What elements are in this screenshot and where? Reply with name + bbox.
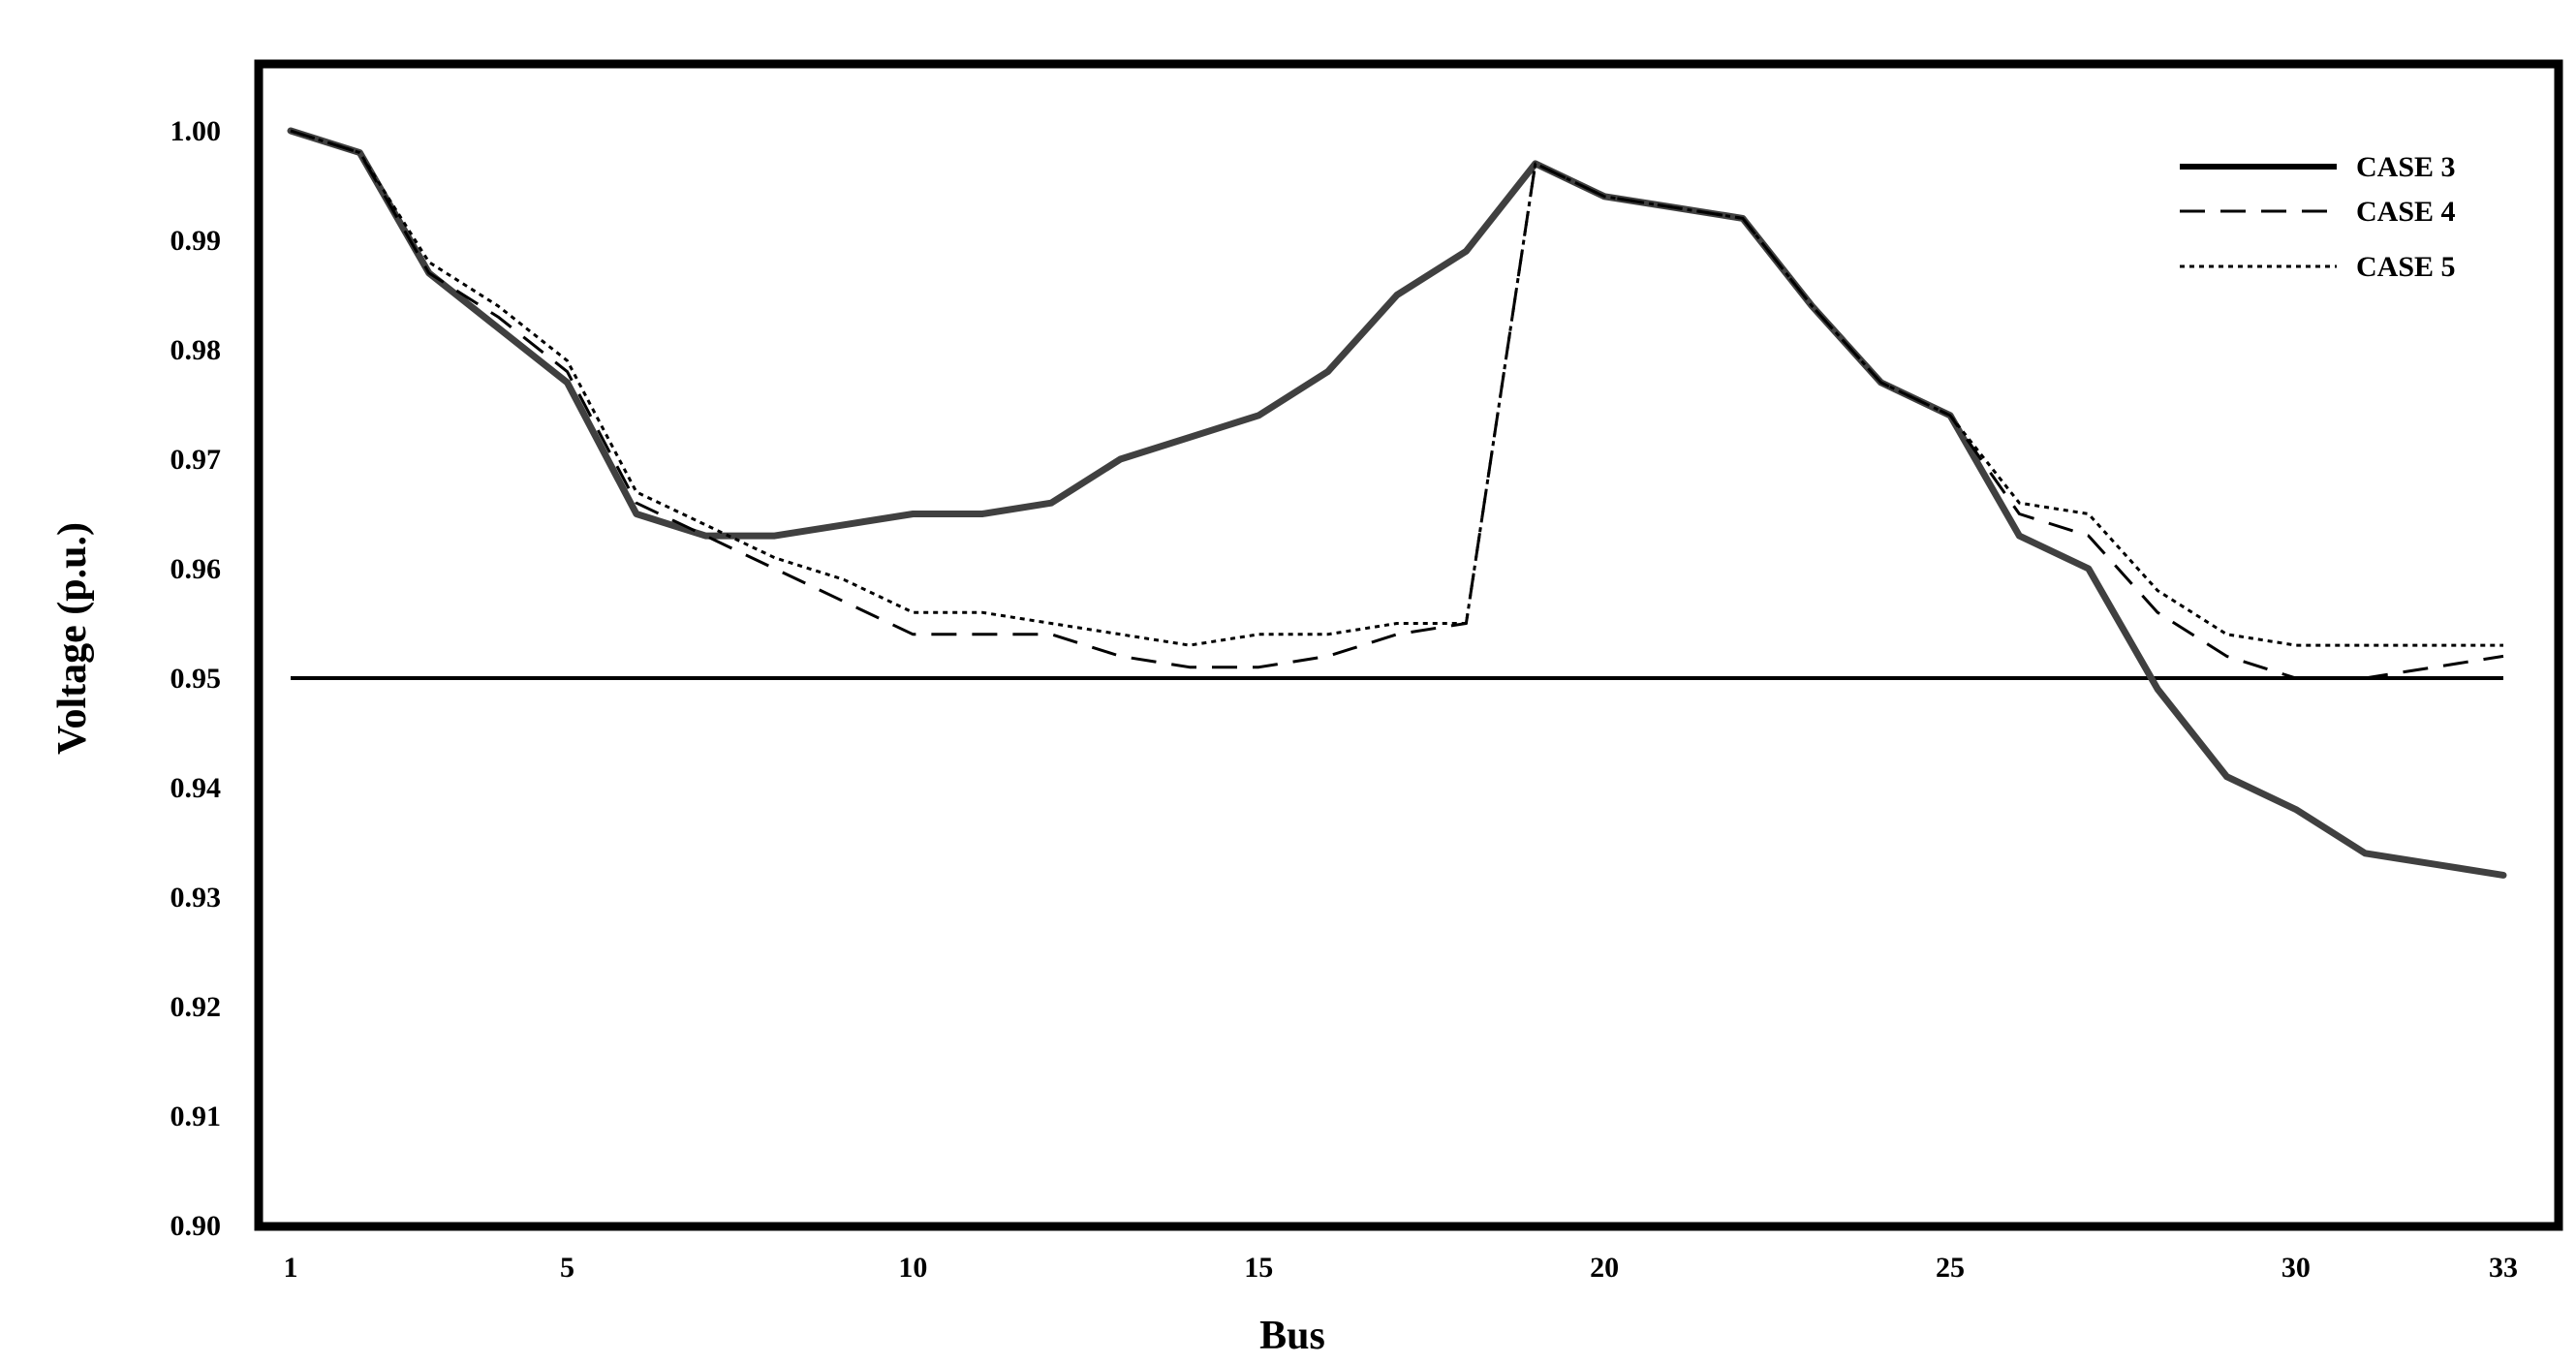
x-tick-label: 25 bbox=[1936, 1252, 1965, 1284]
series-lines bbox=[287, 127, 2507, 879]
y-tick-label: 0.98 bbox=[171, 334, 222, 366]
y-tick-label: 0.95 bbox=[171, 663, 222, 695]
series-line-case-5 bbox=[290, 129, 2503, 647]
x-tick-label: 20 bbox=[1590, 1252, 1619, 1284]
legend: CASE 3 CASE 4 CASE 5 bbox=[2180, 151, 2456, 283]
legend-label: CASE 5 bbox=[2356, 251, 2456, 283]
y-tick-label: 0.94 bbox=[171, 772, 222, 804]
legend-label: CASE 3 bbox=[2356, 151, 2456, 183]
y-tick-label: 0.91 bbox=[171, 1100, 222, 1132]
plot-frame bbox=[254, 59, 2563, 1231]
x-tick-label: 33 bbox=[2489, 1252, 2518, 1284]
x-tick-label: 15 bbox=[1244, 1252, 1273, 1284]
series-line-case-3 bbox=[287, 127, 2507, 879]
y-tick-label: 0.99 bbox=[171, 225, 222, 257]
y-tick-label: 0.97 bbox=[171, 444, 222, 476]
legend-label: CASE 4 bbox=[2356, 196, 2456, 228]
x-axis-label: Bus bbox=[1259, 1314, 1325, 1358]
y-tick-label: 1.00 bbox=[171, 115, 222, 147]
x-tick-label: 5 bbox=[560, 1252, 574, 1284]
x-tick-label: 30 bbox=[2281, 1252, 2311, 1284]
x-tick-label: 1 bbox=[284, 1252, 298, 1284]
y-tick-label: 0.92 bbox=[171, 991, 222, 1023]
x-tick-labels: 1 5 10 15 20 25 30 33 bbox=[284, 1252, 2519, 1284]
y-tick-label: 0.90 bbox=[171, 1210, 222, 1242]
series-line-case-4 bbox=[290, 129, 2504, 680]
y-tick-label: 0.93 bbox=[171, 882, 222, 914]
y-axis-label: Voltage (p.u.) bbox=[50, 522, 95, 755]
y-tick-labels: 0.90 0.91 0.92 0.93 0.94 0.95 0.96 0.97 0.98 0.99… bbox=[171, 115, 222, 1242]
x-tick-label: 10 bbox=[898, 1252, 927, 1284]
y-tick-label: 0.96 bbox=[171, 553, 222, 585]
